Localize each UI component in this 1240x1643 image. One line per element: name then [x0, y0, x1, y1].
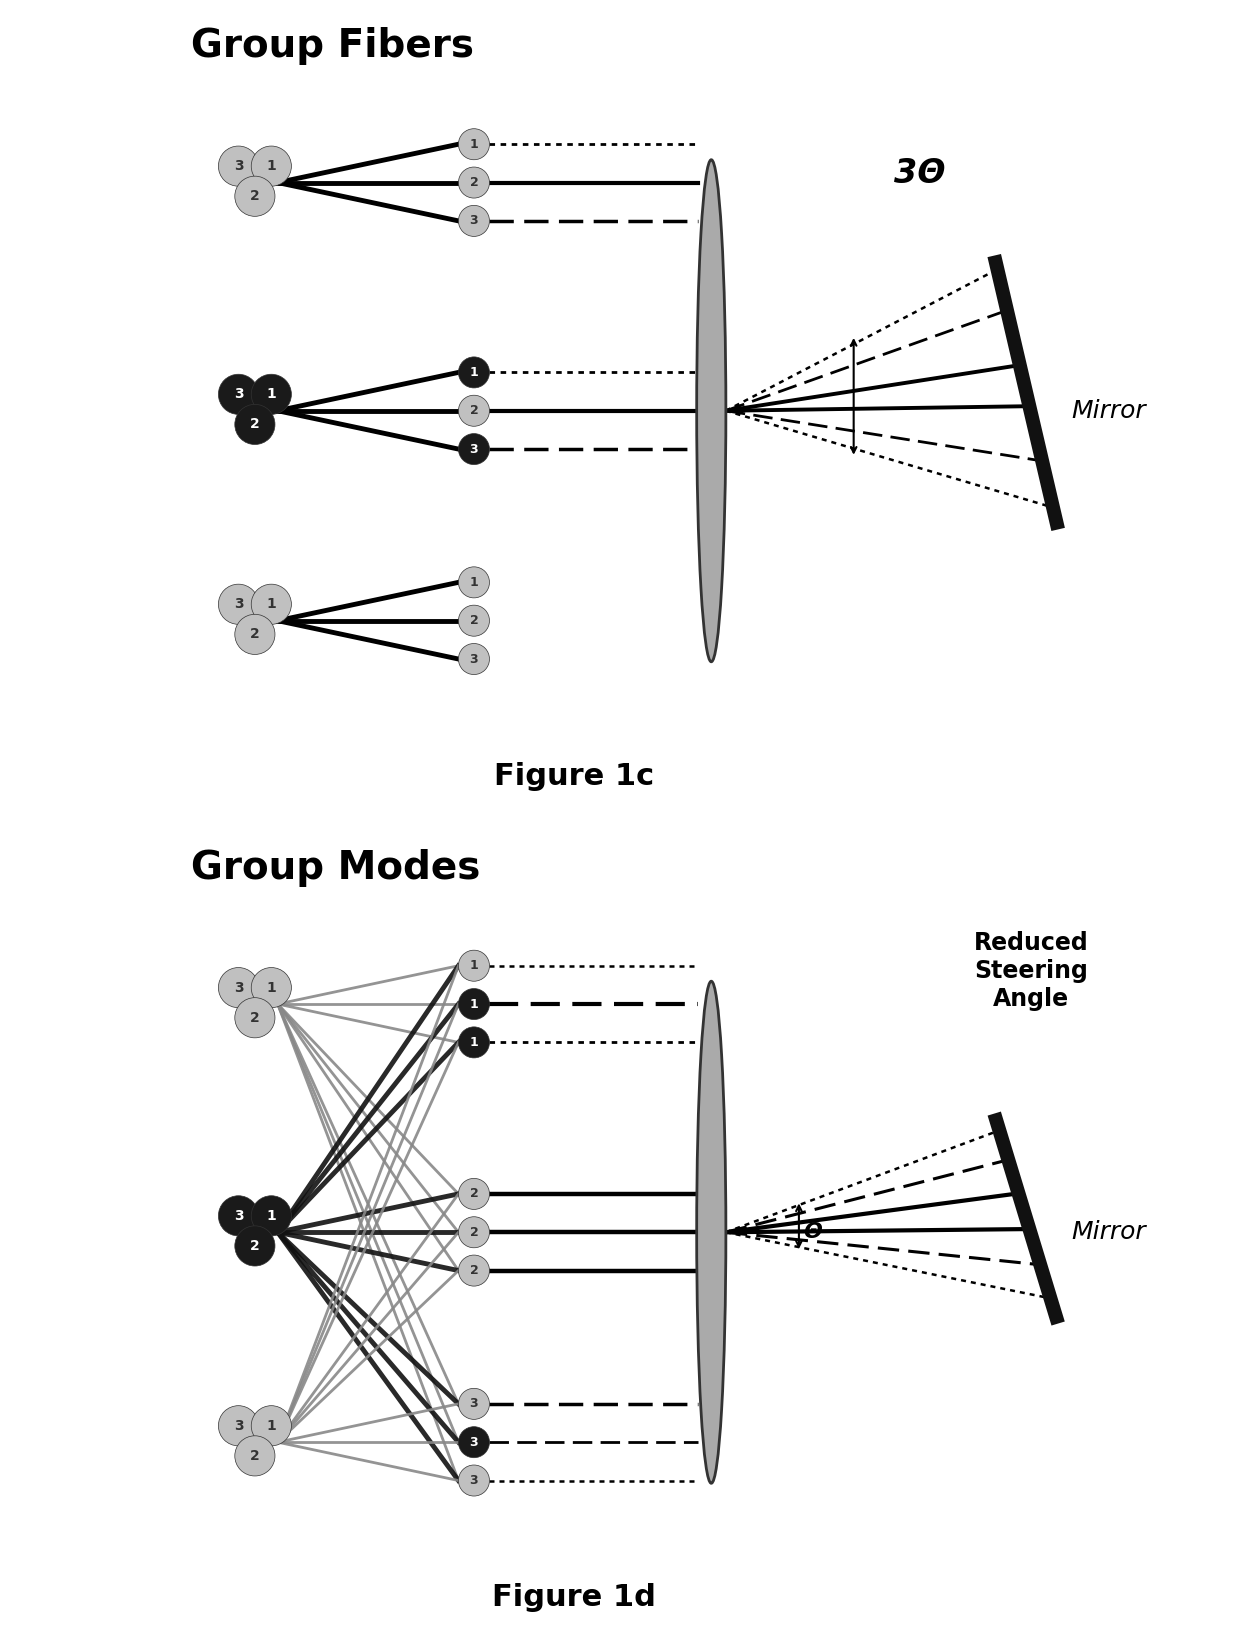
Circle shape [218, 146, 259, 186]
Circle shape [459, 357, 490, 388]
Text: 1: 1 [470, 960, 479, 973]
Text: Mirror: Mirror [1071, 1221, 1147, 1244]
Text: 3: 3 [470, 1474, 479, 1487]
Circle shape [459, 605, 490, 636]
Circle shape [459, 1255, 490, 1286]
Circle shape [234, 997, 275, 1038]
Circle shape [459, 168, 490, 199]
Text: Figure 1c: Figure 1c [495, 762, 655, 790]
Text: 1: 1 [267, 981, 277, 994]
Circle shape [234, 1436, 275, 1475]
Circle shape [459, 989, 490, 1020]
Circle shape [234, 614, 275, 654]
Circle shape [252, 146, 291, 186]
Text: 3: 3 [470, 1436, 479, 1449]
Text: 3: 3 [470, 652, 479, 665]
Text: 2: 2 [470, 176, 479, 189]
Text: 3: 3 [233, 1209, 243, 1222]
Text: Figure 1d: Figure 1d [492, 1584, 656, 1612]
Text: 2: 2 [470, 1188, 479, 1201]
Circle shape [459, 1178, 490, 1209]
Circle shape [459, 1388, 490, 1420]
Text: 3: 3 [470, 214, 479, 227]
Circle shape [218, 1196, 259, 1236]
Text: 3: 3 [233, 598, 243, 611]
Circle shape [459, 1466, 490, 1497]
Text: Mirror: Mirror [1071, 399, 1147, 422]
Circle shape [459, 1027, 490, 1058]
Text: Reduced
Steering
Angle: Reduced Steering Angle [973, 932, 1089, 1010]
Text: 2: 2 [250, 1239, 259, 1254]
Circle shape [459, 128, 490, 159]
Ellipse shape [697, 981, 725, 1484]
Text: 2: 2 [250, 417, 259, 432]
Circle shape [252, 585, 291, 624]
Circle shape [218, 585, 259, 624]
Text: 1: 1 [267, 1209, 277, 1222]
Circle shape [252, 1196, 291, 1236]
Circle shape [218, 375, 259, 414]
Text: 1: 1 [470, 1035, 479, 1048]
Circle shape [459, 644, 490, 675]
Circle shape [459, 1426, 490, 1457]
Circle shape [459, 567, 490, 598]
Circle shape [234, 404, 275, 445]
Text: 3: 3 [470, 442, 479, 455]
Text: 2: 2 [470, 1263, 479, 1277]
Text: Θ: Θ [804, 1222, 822, 1242]
Text: 2: 2 [470, 1226, 479, 1239]
Circle shape [234, 1226, 275, 1267]
Text: 3: 3 [233, 981, 243, 994]
Circle shape [234, 176, 275, 217]
Text: 3: 3 [470, 1397, 479, 1410]
Circle shape [218, 968, 259, 1007]
Circle shape [252, 1406, 291, 1446]
Circle shape [252, 375, 291, 414]
Text: Group Fibers: Group Fibers [191, 28, 474, 66]
Text: 3: 3 [233, 159, 243, 173]
Text: 2: 2 [250, 189, 259, 204]
Circle shape [459, 950, 490, 981]
Text: 1: 1 [470, 575, 479, 588]
Text: 2: 2 [250, 1010, 259, 1025]
Text: 3Θ: 3Θ [894, 156, 945, 189]
Text: 1: 1 [267, 388, 277, 401]
Circle shape [459, 434, 490, 465]
Circle shape [459, 205, 490, 237]
Text: 2: 2 [250, 1449, 259, 1462]
Text: 2: 2 [250, 628, 259, 641]
Text: 3: 3 [233, 388, 243, 401]
Circle shape [459, 1217, 490, 1247]
Text: 1: 1 [267, 1420, 277, 1433]
Ellipse shape [697, 159, 725, 662]
Text: 3: 3 [233, 1420, 243, 1433]
Circle shape [252, 968, 291, 1007]
Text: 2: 2 [470, 404, 479, 417]
Text: 1: 1 [470, 138, 479, 151]
Text: 2: 2 [470, 614, 479, 628]
Circle shape [218, 1406, 259, 1446]
Circle shape [459, 396, 490, 426]
Text: Group Modes: Group Modes [191, 849, 480, 887]
Text: 1: 1 [470, 997, 479, 1010]
Text: 1: 1 [267, 159, 277, 173]
Text: 1: 1 [470, 366, 479, 380]
Text: 1: 1 [267, 598, 277, 611]
